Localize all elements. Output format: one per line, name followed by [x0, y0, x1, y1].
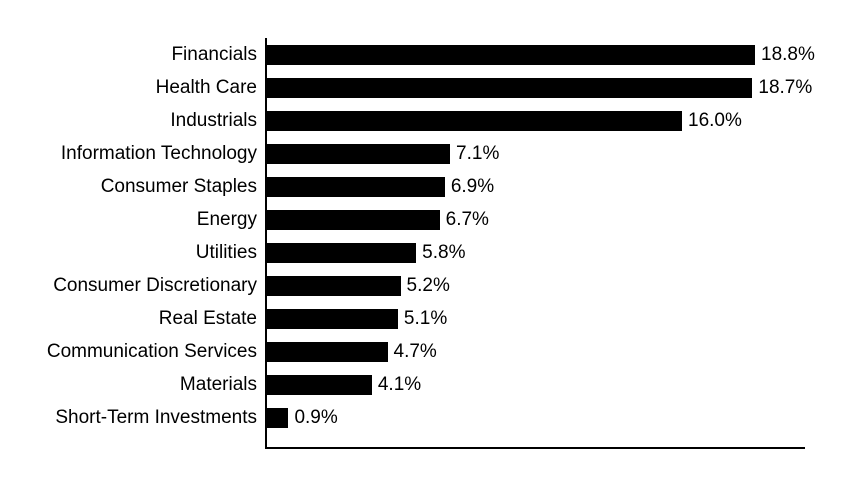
value-label: 6.9% — [451, 176, 494, 198]
bar-area: 4.7% — [265, 337, 852, 367]
category-label: Information Technology — [0, 143, 265, 165]
value-label: 7.1% — [456, 143, 499, 165]
category-label: Short-Term Investments — [0, 407, 265, 429]
bar-row: Consumer Discretionary 5.2% — [0, 271, 852, 301]
bar-row: Communication Services 4.7% — [0, 337, 852, 367]
bar-area: 6.7% — [265, 205, 852, 235]
value-label: 0.9% — [294, 407, 337, 429]
bar — [265, 78, 752, 98]
bar-area: 18.7% — [265, 73, 852, 103]
category-label: Communication Services — [0, 341, 265, 363]
category-label: Energy — [0, 209, 265, 231]
bar-row: Short-Term Investments 0.9% — [0, 403, 852, 433]
bar-area: 4.1% — [265, 370, 852, 400]
bar — [265, 177, 445, 197]
bar-area: 5.2% — [265, 271, 852, 301]
value-label: 18.7% — [758, 77, 812, 99]
bar-area: 5.1% — [265, 304, 852, 334]
bar-row: Health Care 18.7% — [0, 73, 852, 103]
bar-row: Consumer Staples 6.9% — [0, 172, 852, 202]
bar-area: 0.9% — [265, 403, 852, 433]
bar-area: 5.8% — [265, 238, 852, 268]
x-axis-line — [265, 447, 805, 449]
category-label: Consumer Staples — [0, 176, 265, 198]
bar-area: 6.9% — [265, 172, 852, 202]
bar — [265, 375, 372, 395]
value-label: 6.7% — [446, 209, 489, 231]
bar — [265, 111, 682, 131]
bar-row: Financials 18.8% — [0, 40, 852, 70]
value-label: 4.7% — [394, 341, 437, 363]
bar-row: Real Estate 5.1% — [0, 304, 852, 334]
bar-row: Information Technology 7.1% — [0, 139, 852, 169]
value-label: 16.0% — [688, 110, 742, 132]
bar — [265, 144, 450, 164]
category-label: Materials — [0, 374, 265, 396]
value-label: 18.8% — [761, 44, 815, 66]
bar-row: Materials 4.1% — [0, 370, 852, 400]
category-label: Health Care — [0, 77, 265, 99]
bar-row: Energy 6.7% — [0, 205, 852, 235]
bar — [265, 210, 440, 230]
value-label: 5.8% — [422, 242, 465, 264]
category-label: Utilities — [0, 242, 265, 264]
bar — [265, 45, 755, 65]
bar — [265, 276, 401, 296]
value-label: 4.1% — [378, 374, 421, 396]
category-label: Financials — [0, 44, 265, 66]
bar-area: 7.1% — [265, 139, 852, 169]
bar-chart: Financials 18.8% Health Care 18.7% Industria… — [0, 40, 852, 436]
bar-row: Industrials 16.0% — [0, 106, 852, 136]
category-label: Real Estate — [0, 308, 265, 330]
bar — [265, 243, 416, 263]
bar-area: 16.0% — [265, 106, 852, 136]
bar — [265, 408, 288, 428]
bar — [265, 342, 388, 362]
bar-row: Utilities 5.8% — [0, 238, 852, 268]
category-label: Industrials — [0, 110, 265, 132]
bar-area: 18.8% — [265, 40, 852, 70]
value-label: 5.1% — [404, 308, 447, 330]
bar — [265, 309, 398, 329]
value-label: 5.2% — [407, 275, 450, 297]
category-label: Consumer Discretionary — [0, 275, 265, 297]
